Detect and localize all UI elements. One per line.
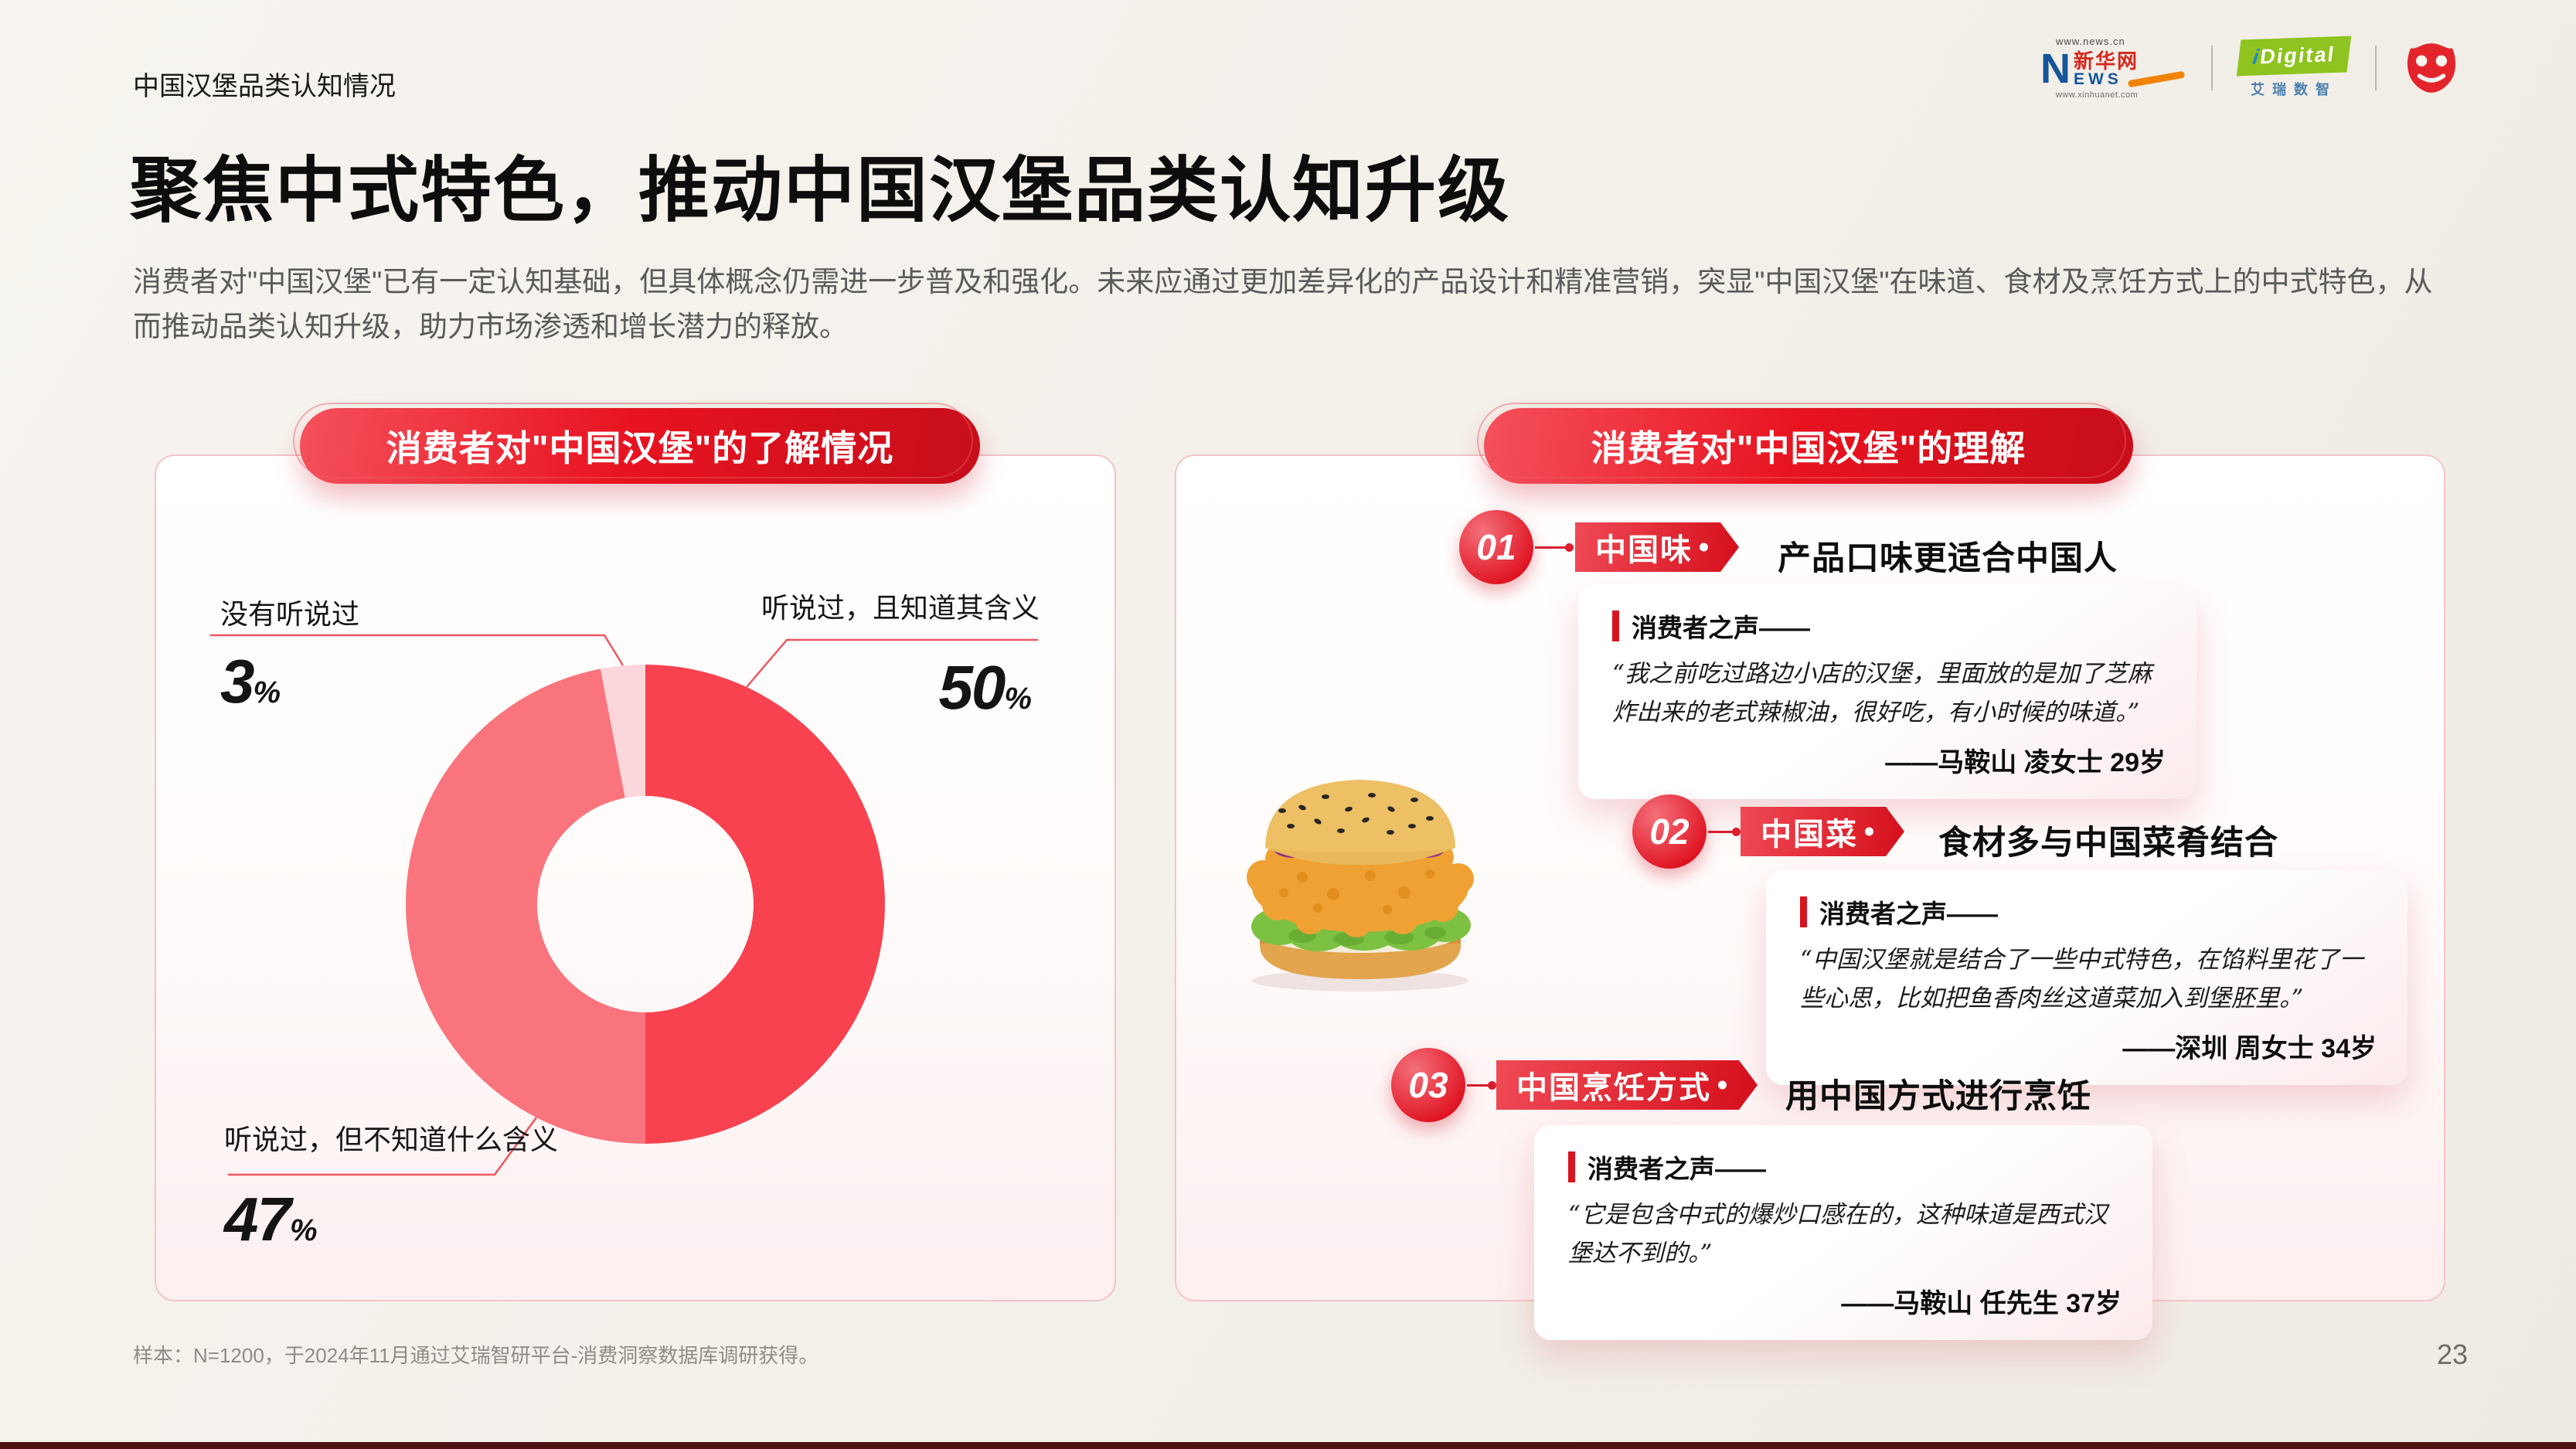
item-03-title: 用中国方式进行烹饪 (1785, 1078, 2091, 1115)
donut-slice-2 (600, 665, 645, 798)
item-03-tag: 中国烹饪方式 (1496, 1060, 1758, 1110)
voice-bar-icon (1568, 1151, 1575, 1182)
page-description: 消费者对"中国汉堡"已有一定认知基础，但具体概念仍需进一步普及和强化。未来应通过… (133, 266, 2433, 343)
quote-attribution: ——马鞍山 任先生 37岁 (1841, 1289, 2122, 1319)
xinhuanet-en-text: EWS (2073, 70, 2122, 88)
understanding-header: 消费者对"中国汉堡"的理解 (1477, 403, 2133, 484)
quote-attribution: ——深圳 周女士 34岁 (2122, 1034, 2377, 1064)
slice-label-never-heard: 没有听说过 (220, 598, 360, 630)
bottom-accent-bar (0, 1442, 2576, 1449)
slice-label-know-meaning: 听说过，且知道其含义 (761, 592, 1040, 624)
logo-divider (2210, 46, 2213, 90)
item-02-title: 食材多与中国菜肴结合 (1938, 825, 2278, 862)
quote-text: “中国汉堡就是结合了一些中式特色，在馅料里花了一些心思，比如把鱼香肉丝这道菜加入… (1800, 946, 2363, 1012)
donut-slice-0 (645, 665, 885, 1144)
slice-value-never-heard: 3% (220, 647, 281, 716)
tag-dot-icon (1700, 543, 1708, 552)
tag-dot-icon (1865, 828, 1873, 836)
donut-svg (405, 665, 885, 1144)
quote-text: “它是包含中式的爆炒口感在的，这种味道是西式汉堡达不到的。” (1568, 1201, 2108, 1267)
quote-attribution: ——马鞍山 凌女士 29岁 (1885, 748, 2166, 778)
burger-image (1247, 780, 1474, 992)
tag-dot-icon (1718, 1081, 1727, 1090)
slice-label-heard-not-know: 听说过，但不知道什么含义 (224, 1124, 559, 1155)
voice-bar-icon (1612, 611, 1619, 641)
voice-label: 消费者之声—— (1632, 614, 1810, 642)
brand-logos: www.news.cn N 新华网 EWS www.xinhuanet.com … (2040, 36, 2460, 100)
page-number: 23 (2436, 1338, 2468, 1370)
item-01-quote-card: 消费者之声—— “我之前吃过路边小店的汉堡，里面放的是加了芝麻炸出来的老式辣椒油… (1578, 584, 2197, 800)
voice-label: 消费者之声—— (1587, 1155, 1766, 1183)
item-02-number: 02 (1632, 794, 1707, 869)
page-title: 聚焦中式特色，推动中国汉堡品类认知升级 (130, 151, 1511, 230)
item-03-number: 03 (1391, 1048, 1465, 1122)
quote-text: “我之前吃过路边小店的汉堡，里面放的是加了芝麻炸出来的老式辣椒油，很好吃，有小时… (1612, 660, 2152, 726)
item-01-connector (1535, 543, 1574, 552)
item-03-quote-card: 消费者之声—— “它是包含中式的爆炒口感在的，这种味道是西式汉堡达不到的。” —… (1534, 1125, 2152, 1341)
xinhuanet-url-bottom: www.xinhuanet.com (2055, 90, 2139, 100)
item-01-number: 01 (1459, 510, 1533, 584)
slice-value-heard-not-know: 47% (224, 1185, 318, 1253)
xinhuanet-cn-text: 新华网 (2073, 49, 2139, 73)
item-02-tag: 中国菜 (1741, 807, 1904, 856)
awareness-donut-chart (405, 665, 885, 1144)
logo-divider (2375, 46, 2377, 90)
idigital-logo: iDigital 艾瑞数智 (2236, 36, 2352, 99)
item-01-tag: 中国味 (1575, 522, 1739, 572)
xinhuanet-n-mark: N (2040, 46, 2071, 92)
xinhuanet-logo: www.news.cn N 新华网 EWS www.xinhuanet.com (2040, 36, 2186, 100)
page-eyebrow: 中国汉堡品类认知情况 (133, 72, 396, 101)
item-02-connector (1708, 828, 1741, 836)
idigital-cn-text: 艾瑞数智 (2250, 81, 2337, 97)
item-02-quote-card: 消费者之声—— “中国汉堡就是结合了一些中式特色，在馅料里花了一些心思，比如把鱼… (1766, 870, 2408, 1086)
xinhuanet-url-top: www.news.cn (2055, 36, 2125, 47)
item-01-title: 产品口味更适合中国人 (1778, 540, 2118, 577)
voice-bar-icon (1800, 896, 1807, 927)
item-03-connector (1467, 1081, 1496, 1090)
slice-value-know-meaning: 50% (938, 653, 1032, 722)
sample-footnote: 样本：N=1200，于2024年11月通过艾瑞智研平台-消费洞察数据库调研获得。 (133, 1344, 819, 1367)
idigital-text: Digital (2258, 42, 2337, 69)
awareness-chart-header: 消费者对"中国汉堡"的了解情况 (293, 403, 980, 484)
donut-slice-1 (405, 668, 645, 1144)
red-mask-logo (2407, 43, 2456, 93)
voice-label: 消费者之声—— (1819, 900, 1998, 928)
